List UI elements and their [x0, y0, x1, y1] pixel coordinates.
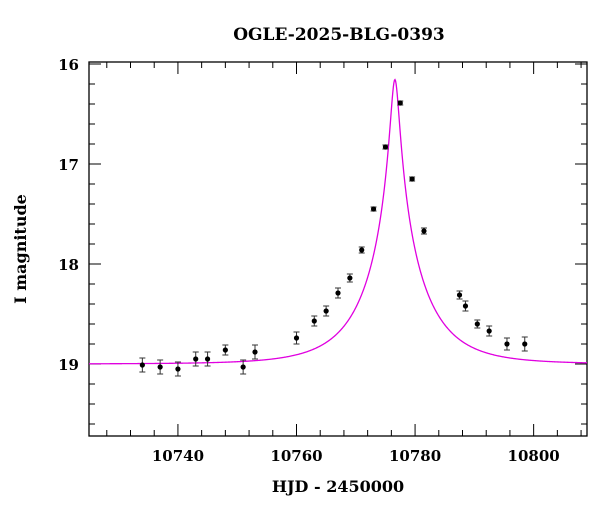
x-tick-label: 10740	[152, 447, 204, 465]
data-marker	[157, 364, 163, 370]
data-marker	[421, 228, 427, 234]
data-point	[462, 300, 469, 312]
y-tick-label: 17	[58, 156, 79, 174]
data-marker	[204, 356, 211, 362]
data-point	[293, 331, 300, 345]
data-point	[335, 287, 341, 299]
data-point	[409, 176, 416, 182]
data-point	[503, 337, 510, 351]
data-point	[456, 290, 463, 300]
data-point	[139, 357, 146, 373]
data-point	[358, 246, 365, 254]
y-axis-label: I magnitude	[11, 194, 30, 304]
model-curve	[89, 78, 587, 365]
x-tick-label: 10760	[270, 447, 322, 465]
data-point	[486, 325, 493, 337]
data-marker	[323, 308, 329, 314]
data-marker	[139, 362, 145, 368]
data-marker	[222, 347, 228, 353]
data-point	[397, 100, 404, 106]
data-marker	[335, 290, 341, 296]
x-axis-label: HJD - 2450000	[272, 477, 404, 496]
data-point	[521, 336, 528, 352]
data-marker	[522, 341, 528, 347]
data-marker	[252, 349, 258, 355]
data-marker	[347, 275, 353, 281]
y-tick-label: 19	[58, 356, 79, 374]
data-point	[252, 344, 258, 360]
data-point	[370, 206, 377, 212]
data-point	[311, 315, 318, 327]
ticks	[89, 62, 587, 436]
chart-title: OGLE-2025-BLG-0393	[233, 25, 445, 45]
plot-frame	[88, 61, 588, 437]
data-point	[382, 144, 389, 150]
model-curve-group	[89, 78, 587, 365]
data-point	[192, 351, 199, 367]
data-points	[139, 100, 528, 377]
data-point	[204, 351, 211, 367]
data-marker	[456, 292, 463, 298]
y-tick-label: 16	[58, 56, 79, 74]
data-marker	[175, 366, 181, 372]
data-marker	[462, 303, 469, 309]
data-point	[222, 344, 229, 356]
data-marker	[311, 318, 317, 324]
data-marker	[193, 356, 199, 362]
x-tick-label: 10780	[389, 447, 441, 465]
data-point	[157, 359, 164, 375]
data-marker	[370, 206, 377, 212]
data-marker	[240, 364, 246, 370]
data-marker	[474, 321, 480, 327]
data-point	[240, 359, 247, 375]
data-point	[346, 273, 353, 283]
data-marker	[504, 341, 510, 347]
data-marker	[486, 328, 492, 334]
data-marker	[293, 335, 300, 341]
x-tick-label: 10800	[508, 447, 560, 465]
data-point	[174, 361, 181, 377]
tick-labels: 10740 10760 10780 10800 16 17 18 19	[58, 56, 560, 465]
data-marker	[397, 100, 403, 106]
data-marker	[382, 144, 389, 150]
y-tick-label: 18	[58, 256, 79, 274]
data-point	[420, 227, 427, 235]
data-marker	[359, 247, 365, 253]
data-point	[474, 319, 481, 329]
data-marker	[409, 176, 415, 182]
data-point	[323, 305, 330, 317]
